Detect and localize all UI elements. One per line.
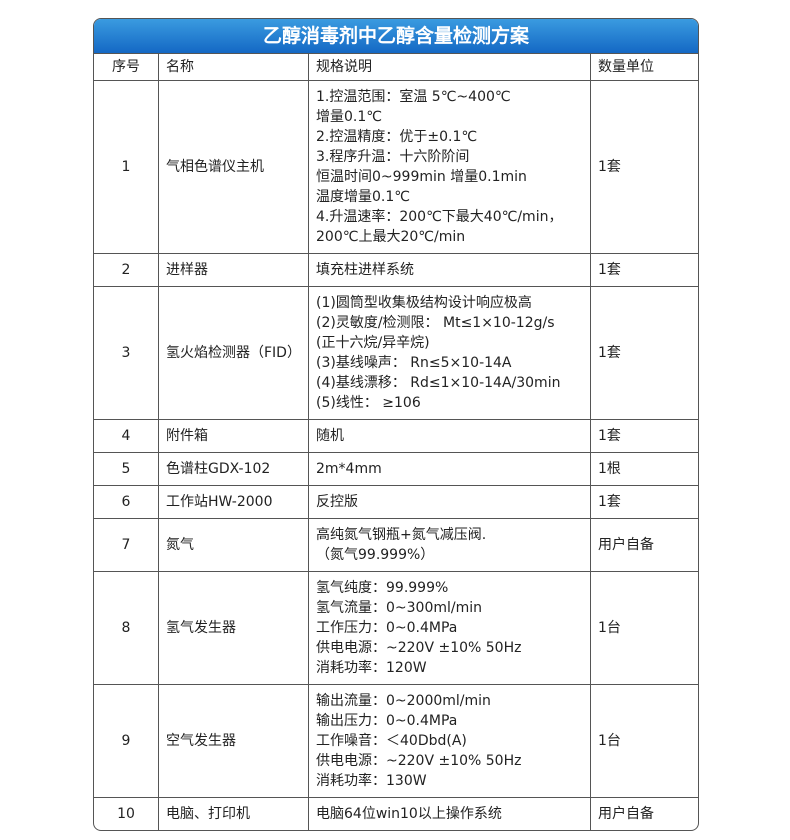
- column-header: 序号: [94, 53, 159, 81]
- spec-line: 工作噪音：＜40Dbd(A): [316, 733, 467, 749]
- cell: 1: [94, 80, 159, 254]
- cell: 1套: [590, 286, 698, 420]
- cell: 10: [94, 797, 159, 830]
- spec-line: 2.控温精度：优于±0.1℃: [316, 129, 478, 145]
- spec-cell: 电脑64位win10以上操作系统: [308, 797, 591, 830]
- spec-line: 高纯氮气钢瓶+氮气减压阀.: [316, 527, 487, 543]
- spec-line: 3.程序升温：十六阶阶间: [316, 149, 470, 165]
- spec-line: 氢气流量：0~300ml/min: [316, 600, 483, 616]
- table-row: 7 氮气 高纯氮气钢瓶+氮气减压阀. （氮气99.999%） 用户自备: [94, 518, 698, 572]
- column-header: 数量单位: [590, 53, 698, 81]
- table-row: 8 氢气发生器 氢气纯度：99.999% 氢气流量：0~300ml/min 工作压力：0…: [94, 571, 698, 685]
- spec-line: (2)灵敏度/检测限： Mt≤1×10-12g/s: [316, 315, 555, 331]
- cell: 气相色谱仪主机: [158, 80, 309, 254]
- cell: 氮气: [158, 518, 309, 572]
- cell: 氢火焰检测器（FID）: [158, 286, 309, 420]
- cell: 用户自备: [590, 518, 698, 572]
- cell: 色谱柱GDX-102: [158, 452, 309, 486]
- table-row: 5 色谱柱GDX-102 2m*4mm 1根: [94, 452, 698, 486]
- spec-line: 供电电源：~220V ±10% 50Hz: [316, 753, 522, 769]
- spec-cell: (1)圆筒型收集极结构设计响应极高 (2)灵敏度/检测限： Mt≤1×10-12g…: [308, 286, 591, 420]
- spec-line: 消耗功率：130W: [316, 773, 427, 789]
- table-row: 4 附件箱 随机 1套: [94, 419, 698, 453]
- spec-line: (4)基线漂移： Rd≤1×10-14A/30min: [316, 375, 561, 391]
- spec-line: 温度增量0.1℃: [316, 189, 410, 205]
- spec-line: (5)线性： ≥106: [316, 395, 421, 411]
- table: 序号 名称 规格说明 数量单位 1 气相色谱仪主机 1.控温范围：室温 5℃~400℃ 增量0…: [94, 53, 698, 830]
- cell: 1根: [590, 452, 698, 486]
- cell: 空气发生器: [158, 684, 309, 798]
- cell: 2: [94, 253, 159, 287]
- cell: 4: [94, 419, 159, 453]
- header-row: 序号 名称 规格说明 数量单位: [94, 53, 698, 81]
- spec-line: 消耗功率：120W: [316, 660, 427, 676]
- cell: 6: [94, 485, 159, 519]
- cell: 3: [94, 286, 159, 420]
- cell: 1套: [590, 253, 698, 287]
- spec-line: 供电电源：~220V ±10% 50Hz: [316, 640, 522, 656]
- spec-cell: 氢气纯度：99.999% 氢气流量：0~300ml/min 工作压力：0~0.4MP…: [308, 571, 591, 685]
- spec-cell: 2m*4mm: [308, 452, 591, 486]
- table-row: 2 进样器 填充柱进样系统 1套: [94, 253, 698, 287]
- spec-line: 工作压力：0~0.4MPa: [316, 620, 458, 636]
- spec-cell: 填充柱进样系统: [308, 253, 591, 287]
- title: 乙醇消毒剂中乙醇含量检测方案: [94, 19, 698, 53]
- column-header: 名称: [158, 53, 309, 81]
- spec-line: 反控版: [316, 494, 358, 510]
- spec-line: 随机: [316, 428, 344, 444]
- cell: 8: [94, 571, 159, 685]
- table-row: 10 电脑、打印机 电脑64位win10以上操作系统 用户自备: [94, 797, 698, 830]
- spec-line: 氢气纯度：99.999%: [316, 580, 449, 596]
- cell: 用户自备: [590, 797, 698, 830]
- spec-cell: 反控版: [308, 485, 591, 519]
- spec-line: (1)圆筒型收集极结构设计响应极高: [316, 295, 532, 311]
- cell: 进样器: [158, 253, 309, 287]
- spec-line: 输出压力：0~0.4MPa: [316, 713, 458, 729]
- cell: 附件箱: [158, 419, 309, 453]
- table-row: 9 空气发生器 输出流量：0~2000ml/min 输出压力：0~0.4MPa 工作噪音…: [94, 684, 698, 798]
- spec-cell: 输出流量：0~2000ml/min 输出压力：0~0.4MPa 工作噪音：＜40Db…: [308, 684, 591, 798]
- cell: 9: [94, 684, 159, 798]
- spec-line: 2m*4mm: [316, 461, 382, 477]
- cell: 1套: [590, 419, 698, 453]
- spec-line: 1.控温范围：室温 5℃~400℃: [316, 89, 511, 105]
- table-card: 乙醇消毒剂中乙醇含量检测方案 序号 名称 规格说明 数量单位 1 气相色谱仪主机 1.控温范…: [93, 18, 699, 831]
- table-row: 3 氢火焰检测器（FID） (1)圆筒型收集极结构设计响应极高 (2)灵敏度/检测限：…: [94, 286, 698, 420]
- column-header: 规格说明: [308, 53, 591, 81]
- cell: 5: [94, 452, 159, 486]
- spec-cell: 高纯氮气钢瓶+氮气减压阀. （氮气99.999%）: [308, 518, 591, 572]
- cell: 工作站HW-2000: [158, 485, 309, 519]
- cell: 1套: [590, 485, 698, 519]
- cell: 7: [94, 518, 159, 572]
- spec-line: 填充柱进样系统: [316, 262, 414, 278]
- spec-line: 增量0.1℃: [316, 109, 382, 125]
- table-row: 6 工作站HW-2000 反控版 1套: [94, 485, 698, 519]
- spec-cell: 随机: [308, 419, 591, 453]
- spec-line: 电脑64位win10以上操作系统: [316, 806, 502, 822]
- spec-cell: 1.控温范围：室温 5℃~400℃ 增量0.1℃ 2.控温精度：优于±0.1℃ 3.程…: [308, 80, 591, 254]
- spec-line: 200℃上最大20℃/min: [316, 229, 466, 245]
- cell: 1套: [590, 80, 698, 254]
- table-row: 1 气相色谱仪主机 1.控温范围：室温 5℃~400℃ 增量0.1℃ 2.控温精度：优于…: [94, 80, 698, 254]
- cell: 氢气发生器: [158, 571, 309, 685]
- spec-line: 输出流量：0~2000ml/min: [316, 693, 491, 709]
- cell: 电脑、打印机: [158, 797, 309, 830]
- spec-line: 4.升温速率：200℃下最大40℃/min，: [316, 209, 563, 225]
- cell: 1台: [590, 684, 698, 798]
- spec-line: 恒温时间0~999min 增量0.1min: [316, 169, 527, 185]
- spec-line: (3)基线噪声： Rn≤5×10-14A: [316, 355, 512, 371]
- cell: 1台: [590, 571, 698, 685]
- spec-line: (正十六烷/异辛烷): [316, 335, 430, 351]
- spec-line: （氮气99.999%）: [316, 547, 435, 563]
